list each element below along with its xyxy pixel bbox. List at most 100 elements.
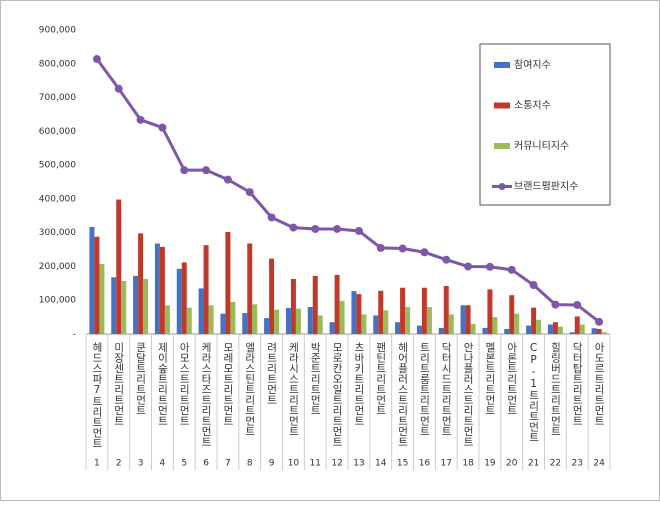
bar bbox=[383, 310, 389, 334]
line-marker bbox=[398, 244, 407, 253]
x-tick-label: CP-1트리트먼트 bbox=[528, 342, 540, 443]
x-tick-label: 쿤달트리트먼트 bbox=[135, 342, 147, 416]
legend-swatch bbox=[494, 62, 510, 68]
bar bbox=[601, 332, 607, 334]
y-tick-label: 300,000 bbox=[39, 228, 76, 238]
bar bbox=[373, 315, 379, 334]
legend-label: 참여지수 bbox=[514, 59, 551, 71]
y-tick-label: 100,000 bbox=[39, 296, 76, 306]
line-marker bbox=[92, 55, 101, 64]
bar bbox=[351, 291, 357, 334]
bar bbox=[574, 316, 580, 334]
bar bbox=[99, 264, 105, 334]
bar bbox=[526, 325, 532, 334]
bar bbox=[274, 309, 280, 334]
rank-label: 16 bbox=[419, 459, 431, 469]
rank-label: 2 bbox=[116, 459, 122, 469]
x-tick-label: 미장센트리트먼트 bbox=[113, 342, 125, 426]
bar bbox=[536, 319, 542, 334]
bar bbox=[133, 275, 139, 334]
x-tick-label: 제이숲트리트먼트 bbox=[156, 342, 168, 426]
bar bbox=[295, 308, 301, 334]
bar bbox=[569, 332, 575, 334]
bar bbox=[225, 231, 231, 334]
rank-label: 13 bbox=[353, 459, 364, 469]
line-marker bbox=[202, 166, 211, 175]
line-marker bbox=[354, 226, 363, 235]
rank-label: 23 bbox=[572, 459, 583, 469]
line-marker bbox=[442, 255, 451, 264]
bar bbox=[329, 322, 335, 334]
legend-swatch bbox=[494, 143, 510, 149]
bar bbox=[426, 306, 432, 334]
bar bbox=[242, 313, 248, 334]
x-tick-label: 아론트리트먼트 bbox=[506, 342, 518, 416]
bar bbox=[552, 322, 558, 334]
x-tick-label: 엘라스틴트리트먼트 bbox=[244, 341, 256, 436]
bar bbox=[509, 295, 515, 334]
rank-label: 1 bbox=[94, 459, 100, 469]
bar bbox=[378, 290, 384, 334]
line-marker bbox=[158, 123, 167, 132]
x-tick-label: 헤드스파7트리트먼트 bbox=[91, 341, 103, 448]
x-tick-label: 아모스트리트먼트 bbox=[178, 342, 190, 426]
line-marker bbox=[136, 115, 145, 124]
rank-label: 24 bbox=[593, 459, 605, 469]
line-marker bbox=[376, 243, 385, 252]
bar bbox=[448, 314, 454, 334]
bar bbox=[247, 243, 253, 334]
x-tick-label: 아도르트리트먼트 bbox=[593, 342, 605, 426]
bar bbox=[252, 304, 258, 334]
bar bbox=[176, 268, 182, 334]
bar bbox=[487, 289, 493, 334]
bar bbox=[164, 305, 170, 334]
x-tick-label: 멜본트리트먼트 bbox=[484, 342, 496, 416]
bar bbox=[154, 243, 160, 334]
rank-label: 17 bbox=[441, 459, 452, 469]
rank-label: 4 bbox=[160, 459, 166, 469]
bar bbox=[465, 305, 471, 334]
rank-label: 14 bbox=[375, 459, 387, 469]
y-tick-label: 900,000 bbox=[39, 26, 76, 36]
bar bbox=[317, 315, 323, 334]
bar bbox=[596, 328, 602, 334]
bar bbox=[220, 313, 226, 334]
x-tick-label: 닥터탑트리트먼트 bbox=[571, 342, 583, 426]
line-marker bbox=[223, 175, 232, 184]
bar bbox=[514, 313, 520, 334]
rank-label: 10 bbox=[288, 459, 300, 469]
y-tick-label: - bbox=[73, 330, 76, 340]
line-marker bbox=[311, 224, 320, 233]
y-tick-label: 600,000 bbox=[39, 127, 76, 137]
bar bbox=[339, 300, 345, 334]
bar bbox=[116, 199, 122, 334]
x-tick-label: 트리트룸트리트먼트 bbox=[418, 342, 430, 437]
line bbox=[95, 58, 601, 324]
legend-label: 커뮤니티지수 bbox=[514, 140, 569, 152]
legend-label: 소통지수 bbox=[514, 100, 551, 112]
bar bbox=[138, 233, 144, 334]
bar bbox=[312, 275, 318, 334]
y-tick-label: 400,000 bbox=[39, 194, 76, 204]
x-tick-label: 닥터시드트리트먼트 bbox=[440, 342, 452, 437]
rank-label: 5 bbox=[181, 459, 187, 469]
line-marker bbox=[289, 223, 298, 232]
y-tick-label: 700,000 bbox=[39, 93, 76, 103]
x-tick-label: 안나플러스트리트먼트 bbox=[462, 342, 474, 447]
rank-label: 19 bbox=[484, 459, 496, 469]
line-marker bbox=[245, 188, 254, 197]
legend-box bbox=[479, 43, 611, 206]
legend-swatch bbox=[498, 183, 506, 190]
line-marker bbox=[573, 300, 582, 309]
bar bbox=[400, 287, 406, 334]
x-tick-label: 박준트리트먼트 bbox=[309, 342, 321, 416]
bar bbox=[307, 306, 313, 334]
bar bbox=[159, 246, 165, 334]
bar bbox=[591, 328, 597, 334]
line-marker bbox=[529, 281, 538, 290]
bar bbox=[470, 323, 476, 334]
rank-label: 21 bbox=[528, 459, 539, 469]
x-tick-label: 케라스타즈트리트먼트 bbox=[200, 342, 212, 447]
rank-label: 6 bbox=[203, 459, 209, 469]
